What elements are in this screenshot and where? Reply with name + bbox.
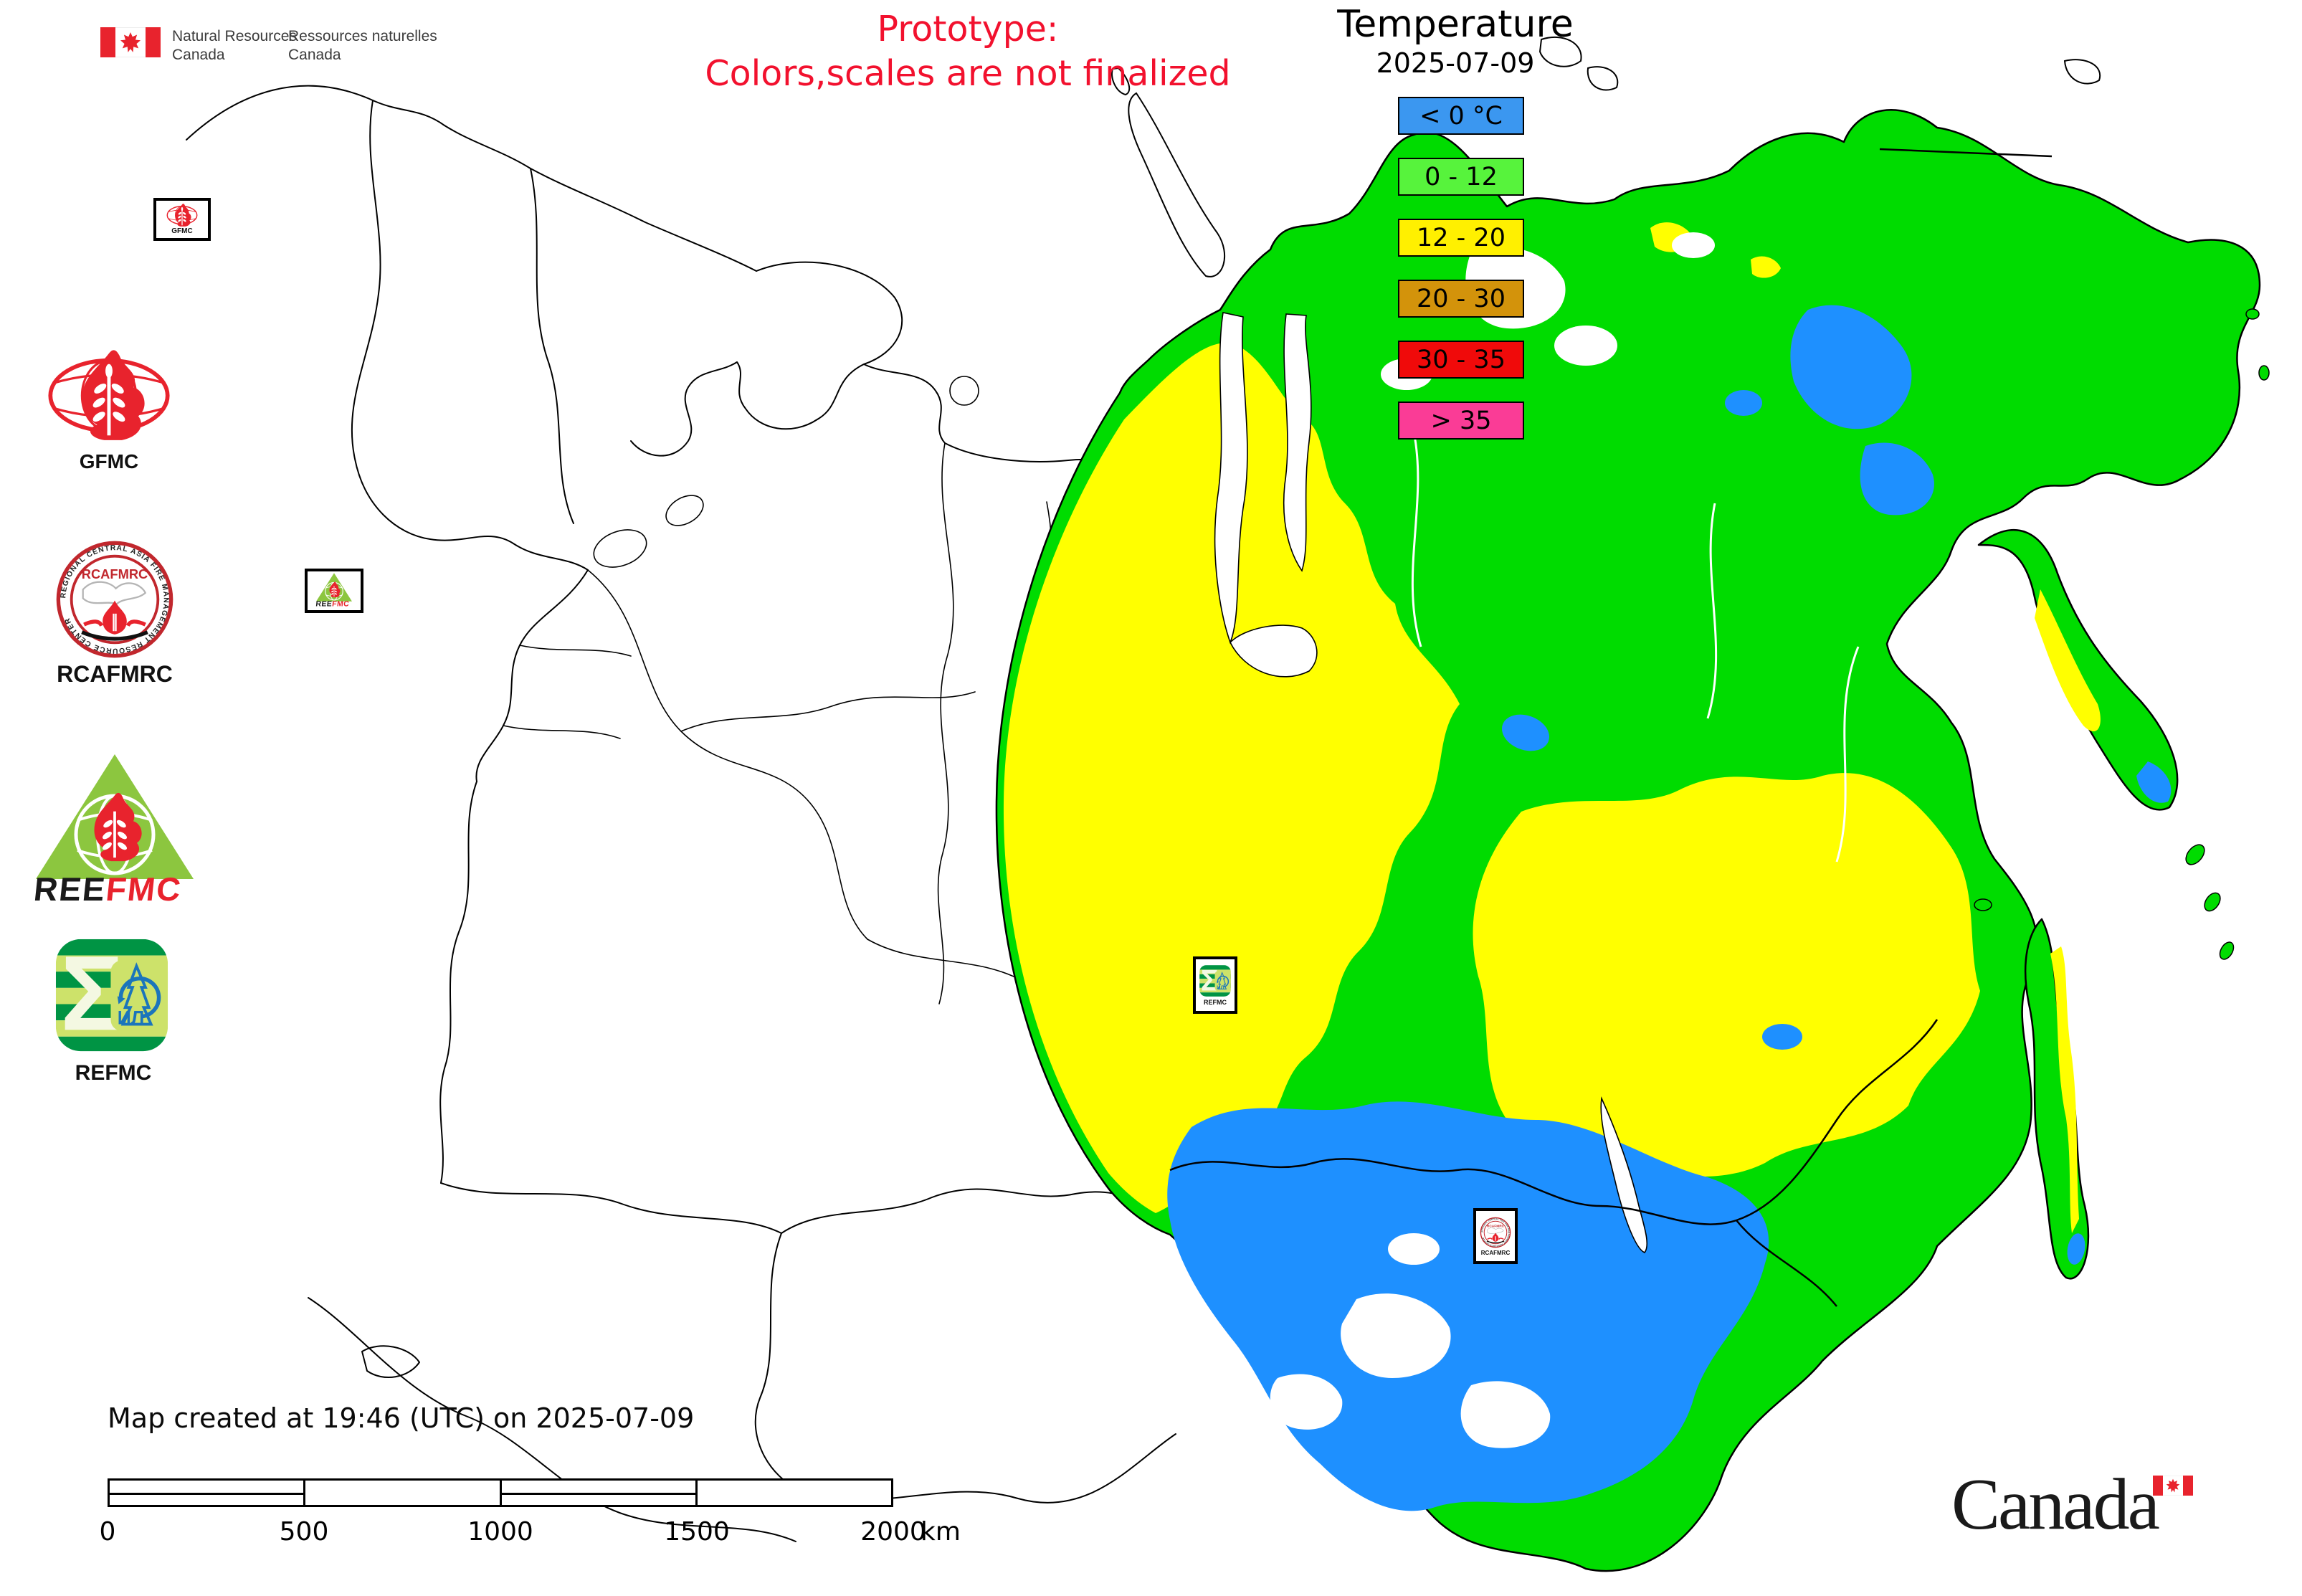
canada-wordmark: Canada [1951,1463,2238,1556]
legend-item-label: 20 - 30 [1417,284,1506,313]
scale-tick-500: 500 [279,1517,329,1547]
canada-wordmark-flag-icon [2153,1476,2193,1496]
legend-item-12-20: 12 - 20 [1398,219,1524,257]
country-borders-east [1169,148,2053,1307]
map-marker-gfmc: GFMC [153,198,211,241]
legend-item-label: 30 - 35 [1417,345,1506,374]
outline-arctic-islands [1111,36,2101,277]
prototype-notice-line2: Colors,scales are not finalized [705,53,1231,94]
legend-item-label: 12 - 20 [1417,223,1506,252]
agency-en-line2: Canada [172,47,225,63]
map-marker-rcafmrc-caption: RCAFMRC [1480,1249,1511,1256]
nrcan-signature: Natural Resources Canada Ressources natu… [100,20,545,70]
prototype-notice: Prototype: Colors,scales are not finaliz… [667,7,1269,96]
refmc-caption: REFMC [75,1061,152,1085]
lake-baikal [1600,1096,1648,1253]
scale-tick-1500: 1500 [664,1517,730,1547]
scale-tick-0: 0 [99,1517,116,1547]
canada-wordmark-text: Canada [1951,1464,2160,1545]
agency-fr-line1: Ressources naturelles [288,28,437,44]
prototype-notice-line1: Prototype: [877,9,1059,49]
refmc-logo [53,936,171,1057]
legend-item-above-35: > 35 [1398,402,1524,440]
scale-bar-segment [499,1481,695,1505]
agency-name-en: Natural Resources Canada [172,27,297,65]
map-marker-refmc-caption: REFMC [1204,999,1227,1006]
scale-unit-label: km [921,1517,961,1547]
legend-item-label: 0 - 12 [1425,162,1498,191]
map-marker-refmc: REFMC [1193,956,1237,1014]
gfmc-caption: GFMC [79,450,139,472]
scale-bar-segment [695,1481,891,1505]
legend-item-0-12: 0 - 12 [1398,158,1524,196]
raster-yellow-region [1003,222,2101,1233]
legend-item-below-0: < 0 °C [1398,97,1524,135]
rcafmrc-logo [54,539,175,662]
legend-item-label: < 0 °C [1419,101,1503,130]
scale-tick-2000: 2000 [860,1517,926,1547]
map-marker-reefmc [305,569,363,613]
legend-title: Temperature [1337,3,1574,46]
rcafmrc-caption: RCAFMRC [57,661,173,687]
legend-item-20-30: 20 - 30 [1398,280,1524,318]
map-created-text: Map created at 19:46 (UTC) on 2025-07-09 [108,1402,695,1434]
scale-bar-segment [303,1481,499,1505]
agency-en-line1: Natural Resources [172,28,297,44]
legend-item-30-35: 30 - 35 [1398,341,1524,379]
river-lines [1411,431,1860,863]
agency-fr-line2: Canada [288,47,341,63]
map-marker-gfmc-caption: GFMC [171,227,193,235]
canada-flag-icon [100,27,161,57]
scale-bar [108,1478,893,1507]
map-marker-rcafmrc: RCAFMRC [1473,1208,1518,1264]
legend-item-label: > 35 [1430,406,1492,435]
gfmc-logo [37,350,181,449]
agency-name-fr: Ressources naturelles Canada [288,27,437,65]
scale-tick-1000: 1000 [467,1517,533,1547]
reefmc-logo [30,747,199,921]
coast-gulf-inlets [1214,312,1318,678]
legend-date: 2025-07-09 [1376,47,1535,79]
scale-bar-segment [110,1481,304,1505]
